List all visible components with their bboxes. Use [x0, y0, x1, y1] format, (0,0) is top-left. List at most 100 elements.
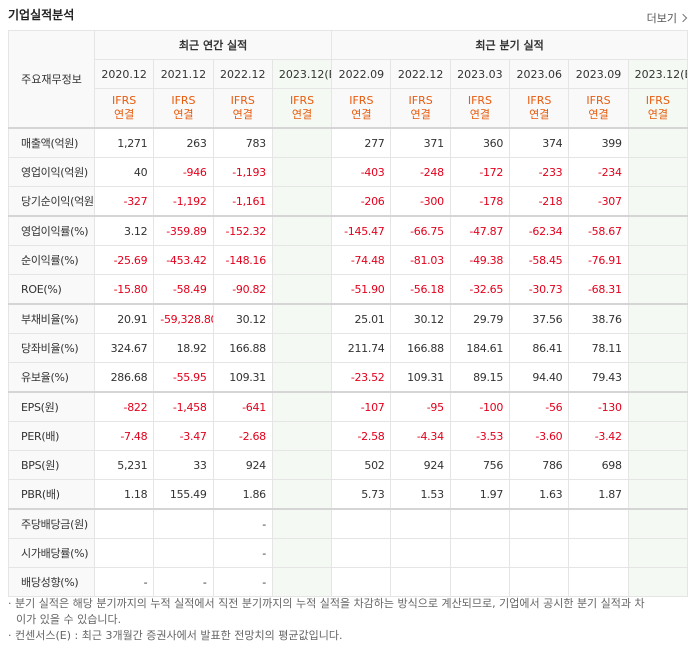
value-cell — [568, 538, 629, 568]
value-cell: -206 — [331, 186, 392, 217]
data-row: 순이익률(%) -25.69 -453.42 -148.16 -74.48 -81.03-… — [8, 245, 689, 275]
value-cell — [627, 567, 689, 597]
value-cell: -58.45 — [509, 245, 570, 275]
period-header: 2022.12 — [390, 59, 451, 89]
data-row: 유보율(%) 286.68 -55.95 109.31 -23.52 109.31 89.1… — [8, 362, 689, 393]
value-cell — [271, 157, 333, 187]
value-cell — [271, 421, 333, 451]
value-cell: -15.80 — [93, 274, 155, 305]
value-cell — [93, 508, 155, 539]
data-row: 당좌비율(%) 324.67 18.92 166.88 211.74 166.88 184.… — [8, 333, 689, 363]
section-title: 기업실적분석 — [8, 8, 75, 22]
value-cell: 5.73 — [331, 479, 392, 510]
more-link[interactable]: 더보기 — [647, 10, 686, 26]
row-label: PER(배) — [8, 421, 95, 451]
value-cell: -130 — [568, 391, 629, 422]
value-cell: 756 — [449, 450, 511, 480]
value-cell: 25.01 — [331, 303, 392, 334]
value-cell: -1,193 — [212, 157, 273, 187]
basis-header: IFRS 연결 — [568, 88, 629, 129]
value-cell — [271, 333, 333, 363]
header-row: 주요재무정보 최근 연간 실적 최근 분기 실적 — [8, 30, 688, 129]
row-label: PBR(배) — [8, 479, 95, 510]
value-cell: -3.42 — [568, 421, 629, 451]
value-cell — [627, 538, 689, 568]
value-cell: -74.48 — [331, 245, 392, 275]
value-cell — [271, 450, 333, 480]
value-cell — [271, 362, 333, 393]
row-label: 주당배당금(원) — [8, 508, 95, 539]
value-cell: 79.43 — [568, 362, 629, 393]
value-cell — [627, 186, 689, 217]
value-cell — [449, 538, 511, 568]
value-cell: 33 — [153, 450, 214, 480]
basis-header: IFRS 연결 — [627, 88, 689, 129]
value-cell: 1,271 — [93, 127, 155, 158]
row-label: ROE(%) — [8, 274, 95, 305]
value-cell: -453.42 — [153, 245, 214, 275]
basis-header: IFRS 연결 — [509, 88, 570, 129]
value-cell — [627, 274, 689, 305]
value-cell: 399 — [568, 127, 629, 158]
value-cell: -307 — [568, 186, 629, 217]
value-cell: 5,231 — [93, 450, 155, 480]
value-cell: -56.18 — [390, 274, 451, 305]
row-label: EPS(원) — [8, 391, 95, 422]
note: 컨센서스(E) : 최근 3개월간 증권사에서 발표한 전망치의 평균값입니다. — [8, 628, 648, 644]
value-cell: -76.91 — [568, 245, 629, 275]
period-header: 2022.12 — [212, 59, 273, 89]
value-cell — [271, 186, 333, 217]
value-cell: -148.16 — [212, 245, 273, 275]
value-cell — [509, 538, 570, 568]
performance-table: 주요재무정보 최근 연간 실적 최근 분기 실적 2020.12 2021.12 2022… — [8, 30, 689, 597]
value-cell: -145.47 — [331, 215, 392, 246]
value-cell: 184.61 — [449, 333, 511, 363]
value-cell — [271, 215, 333, 246]
value-cell — [627, 450, 689, 480]
value-cell: 1.86 — [212, 479, 273, 510]
value-cell: -327 — [93, 186, 155, 217]
basis-header: IFRS 연결 — [449, 88, 511, 129]
value-cell: -59,328.80 — [153, 303, 214, 334]
basis-header: IFRS 연결 — [93, 88, 155, 129]
period-header: 2022.09 — [331, 59, 392, 89]
value-cell: 211.74 — [331, 333, 392, 363]
period-header: 2023.03 — [449, 59, 511, 89]
data-row: 영업이익(억원) 40 -946 -1,193 -403 -248 -172 -233 -234 — [8, 157, 689, 187]
value-cell — [153, 538, 214, 568]
value-cell: -3.47 — [153, 421, 214, 451]
value-cell: -30.73 — [509, 274, 570, 305]
data-row: 당기순이익(억원) -327 -1,192 -1,161 -206 -300 -178 -21… — [8, 186, 689, 217]
value-cell — [627, 127, 689, 158]
notes: 분기 실적은 해당 분기까지의 누적 실적에서 직전 분기까지의 누적 실적을 … — [8, 596, 648, 644]
basis-header: IFRS 연결 — [331, 88, 392, 129]
header-row: 2020.122021.122022.122023.12(E)2022.0920… — [9, 59, 689, 89]
value-cell: 89.15 — [449, 362, 511, 393]
value-cell — [627, 303, 689, 334]
value-cell — [390, 567, 451, 597]
value-cell — [627, 391, 689, 422]
period-header: 2020.12 — [93, 59, 155, 89]
row-label: 부채비율(%) — [8, 303, 95, 334]
row-label: 순이익률(%) — [8, 245, 95, 275]
value-cell: -233 — [509, 157, 570, 187]
value-cell: -25.69 — [93, 245, 155, 275]
row-label: 매출액(억원) — [8, 127, 95, 158]
value-cell: 1.18 — [93, 479, 155, 510]
value-cell: -100 — [449, 391, 511, 422]
period-header: 2023.09 — [568, 59, 629, 89]
value-cell: -4.34 — [390, 421, 451, 451]
value-cell: - — [212, 508, 273, 539]
value-cell: -55.95 — [153, 362, 214, 393]
corner-header: 주요재무정보 — [8, 30, 95, 129]
value-cell — [331, 538, 392, 568]
value-cell — [627, 421, 689, 451]
value-cell: 924 — [390, 450, 451, 480]
data-row: 배당성향(%) - - - — [8, 567, 689, 597]
value-cell: -68.31 — [568, 274, 629, 305]
row-label: 당기순이익(억원) — [8, 186, 95, 217]
value-cell — [627, 215, 689, 246]
period-header: 2023.12(E) — [271, 59, 333, 89]
value-cell: 786 — [509, 450, 570, 480]
